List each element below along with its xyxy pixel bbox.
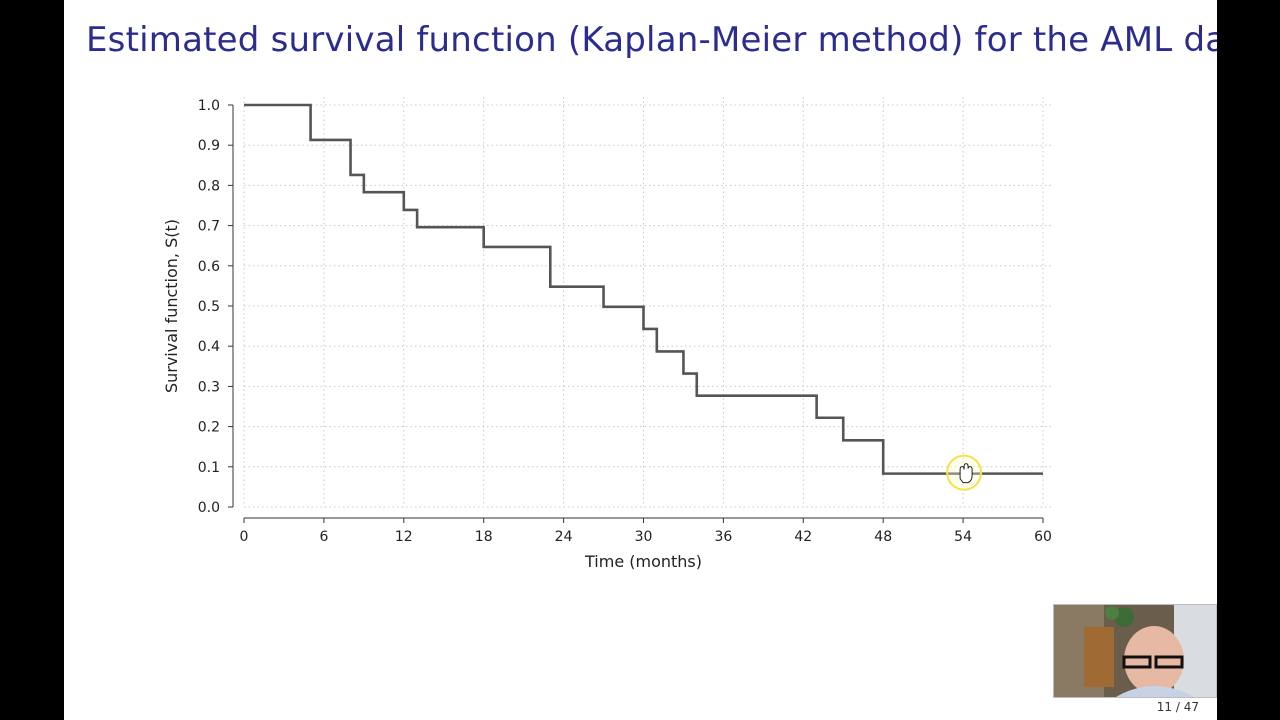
grid xyxy=(243,97,1051,508)
x-tick-label: 42 xyxy=(794,529,812,545)
y-tick-label: 1.0 xyxy=(198,98,220,114)
x-tick-label: 30 xyxy=(635,529,653,545)
y-tick-label: 0.4 xyxy=(198,339,220,355)
pointer-layer xyxy=(946,454,983,491)
x-tick-label: 24 xyxy=(555,529,573,545)
y-tick-label: 0.8 xyxy=(198,178,220,194)
x-tick-label: 18 xyxy=(475,529,493,545)
y-axis-label: Survival function, S(t) xyxy=(162,219,181,393)
webcam-image xyxy=(1054,605,1216,697)
series-layer xyxy=(244,103,1043,475)
hand-pointer-icon xyxy=(959,463,973,484)
y-tick-label: 0.0 xyxy=(198,500,220,516)
survival-step-line xyxy=(244,103,1043,475)
y-tick-label: 0.1 xyxy=(198,460,220,476)
presenter-webcam xyxy=(1053,604,1217,698)
x-tick-label: 12 xyxy=(395,529,413,545)
y-tick-label: 0.7 xyxy=(198,219,220,235)
x-tick-label: 54 xyxy=(954,529,972,545)
y-tick-label: 0.5 xyxy=(198,299,220,315)
x-tick-label: 0 xyxy=(240,529,249,545)
y-tick-label: 0.6 xyxy=(198,259,220,275)
y-tick-label: 0.9 xyxy=(198,138,220,154)
y-tick-label: 0.2 xyxy=(198,420,220,436)
axes xyxy=(228,104,1044,523)
slide: Estimated survival function (Kaplan-Meie… xyxy=(64,0,1217,720)
x-tick-label: 48 xyxy=(874,529,892,545)
x-tick-label: 6 xyxy=(319,529,328,545)
slide-title: Estimated survival function (Kaplan-Meie… xyxy=(86,20,1217,60)
axis-labels: 0.0 0.1 0.2 0.3 0.4 0.5 0.6 0.7 0.8 0.9 1.0 0 6 12 18 2… xyxy=(162,98,1052,571)
x-tick-label: 60 xyxy=(1034,529,1052,545)
x-tick-label: 36 xyxy=(714,529,732,545)
page-number: 11 / 47 xyxy=(1156,700,1199,714)
x-axis-label: Time (months) xyxy=(584,552,702,571)
y-tick-label: 0.3 xyxy=(198,379,220,395)
survival-chart: 0.0 0.1 0.2 0.3 0.4 0.5 0.6 0.7 0.8 0.9 1.0 0 6 12 18 2… xyxy=(162,97,1052,571)
